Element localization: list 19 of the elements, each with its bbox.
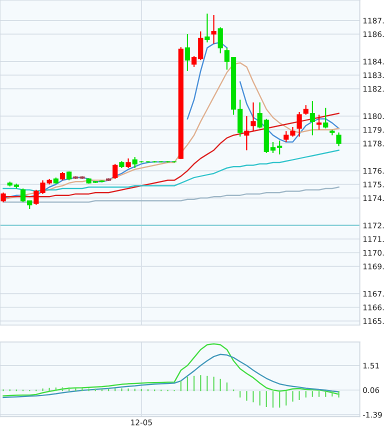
line-series (2, 150, 340, 192)
candlestick (303, 104, 308, 116)
candlestick (126, 158, 131, 169)
candlestick (336, 132, 342, 147)
candlestick (132, 156, 138, 169)
candlestick (204, 13, 210, 43)
candlestick (296, 111, 302, 138)
candlestick (184, 34, 190, 72)
candlestick (323, 107, 328, 129)
line-series (2, 354, 340, 398)
candlestick (112, 163, 118, 180)
candlestick (310, 100, 316, 136)
line-series (2, 343, 340, 396)
candlestick (0, 192, 6, 203)
candlestick (211, 14, 216, 44)
candlestick (244, 116, 250, 151)
candlestick (218, 26, 223, 54)
candlestick (316, 114, 322, 130)
candlestick (250, 102, 256, 132)
